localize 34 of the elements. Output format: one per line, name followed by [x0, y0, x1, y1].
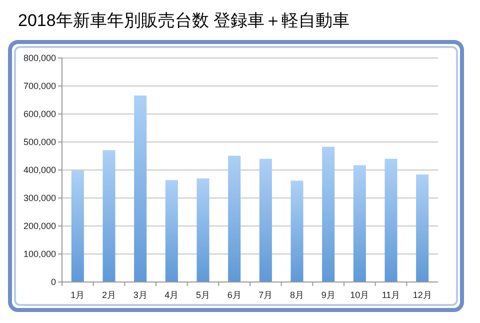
y-tick-label: 100,000: [23, 249, 56, 260]
x-tick-label: 12月: [412, 290, 432, 300]
y-tick-label: 500,000: [23, 137, 56, 148]
bar: [353, 165, 366, 282]
y-tick-label: 800,000: [23, 53, 56, 64]
bar: [259, 158, 272, 282]
x-tick-label: 2月: [102, 290, 116, 300]
bar: [290, 180, 304, 282]
x-tick-label: 11月: [382, 290, 400, 300]
bar: [322, 146, 335, 282]
bar: [416, 174, 429, 282]
y-tick-label: 300,000: [23, 193, 56, 204]
x-tick-label: 6月: [227, 290, 242, 300]
x-tick-label: 4月: [164, 290, 179, 300]
bar: [228, 156, 241, 282]
x-tick-label: 10月: [350, 290, 370, 300]
y-tick-label: 700,000: [23, 81, 56, 92]
x-tick-label: 5月: [196, 290, 210, 300]
bar: [384, 158, 398, 282]
bar: [71, 170, 84, 282]
y-tick-label: 400,000: [23, 165, 56, 176]
chart-title: 2018年新車年別販売台数 登録車＋軽自動車: [18, 11, 350, 30]
y-tick-label: 600,000: [23, 109, 56, 120]
y-tick-label: 200,000: [23, 221, 56, 232]
x-tick-label: 1月: [70, 290, 85, 300]
bar: [102, 150, 116, 282]
bar: [196, 178, 210, 282]
y-tick-label: 0: [50, 277, 56, 288]
x-tick-label: 3月: [133, 290, 148, 300]
bar: [134, 96, 147, 282]
x-tick-label: 7月: [258, 290, 273, 300]
x-tick-label: 8月: [290, 290, 304, 300]
bar: [165, 180, 178, 282]
x-tick-label: 9月: [321, 290, 336, 300]
